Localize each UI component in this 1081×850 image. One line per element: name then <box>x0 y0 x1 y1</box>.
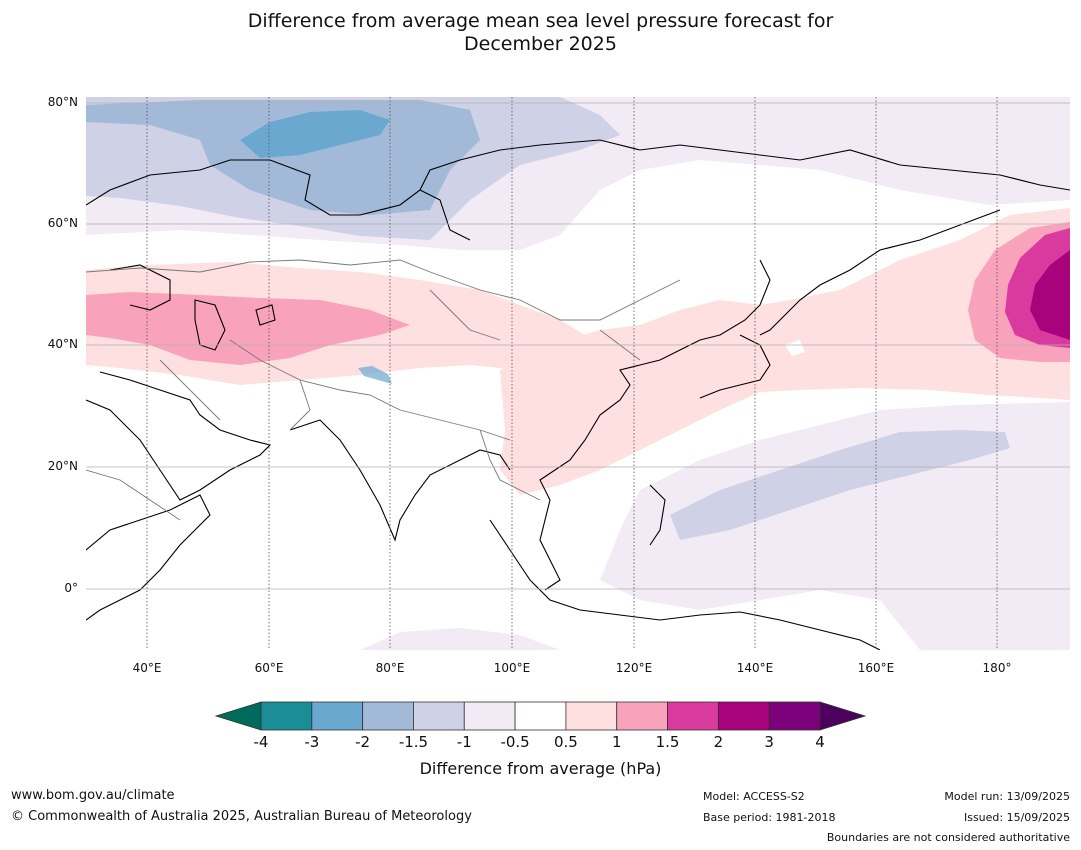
colorbar-segment <box>260 701 313 731</box>
title-line-2: December 2025 <box>464 33 617 55</box>
colorbar-extend-low <box>214 701 262 731</box>
website-link[interactable]: www.bom.gov.au/climate <box>11 788 175 803</box>
latitude-gridlines <box>86 102 1070 590</box>
colorbar-segment <box>565 701 618 731</box>
colorbar-segment <box>514 701 567 731</box>
lat-label-80n: 80°N <box>47 95 78 109</box>
lat-label-0: 0° <box>64 581 78 595</box>
lon-label-60e: 60°E <box>254 661 284 675</box>
colorbar-segment <box>667 701 719 731</box>
colorbar-segment <box>463 701 516 731</box>
base-period: Base period: 1981-2018 <box>703 811 836 824</box>
colorbar-segment <box>362 701 414 731</box>
colorbar-tick-label: -0.5 <box>500 733 530 751</box>
colorbar-segment <box>616 701 668 731</box>
colorbar-tick-label: 2 <box>713 733 724 751</box>
country-borders <box>86 259 681 521</box>
colorbar-segment <box>768 701 821 731</box>
lon-label-120e: 120°E <box>615 661 653 675</box>
lon-label-140e: 140°E <box>736 661 774 675</box>
barents-strong-negative-region <box>240 110 390 158</box>
colorbar-segment <box>717 701 770 731</box>
colorbar-segment <box>413 701 465 731</box>
title-line-1: Difference from average mean sea level p… <box>247 10 834 32</box>
lat-label-60n: 60°N <box>47 216 78 230</box>
issued-date: Issued: 15/09/2025 <box>963 811 1070 824</box>
lon-label-80e: 80°E <box>375 661 405 675</box>
colorbar-tick-label: 0.5 <box>553 733 578 751</box>
himalaya-negative-region <box>358 366 392 384</box>
lat-label-20n: 20°N <box>47 459 78 473</box>
lat-label-40n: 40°N <box>47 337 78 351</box>
colorbar-tick-label: 4 <box>815 733 825 751</box>
colorbar-segment <box>311 701 364 731</box>
longitude-gridlines <box>146 97 998 650</box>
model-run-date: Model run: 13/09/2025 <box>944 790 1070 803</box>
boundaries-note: Boundaries are not considered authoritat… <box>826 831 1070 844</box>
colorbar-extend-high <box>819 701 867 731</box>
map-title: Difference from average mean sea level p… <box>0 10 1081 56</box>
colorbar-tick-label: -1.5 <box>398 733 429 751</box>
north-pacific-peak-positive-region <box>1030 250 1070 340</box>
colorbar-tick-label: -2 <box>355 733 371 751</box>
colorbar-tick-label: -1 <box>456 733 472 751</box>
lon-label-40e: 40°E <box>132 661 162 675</box>
lon-label-180: 180° <box>982 661 1012 675</box>
colorbar-tick-label: 3 <box>764 733 774 751</box>
model-name: Model: ACCESS-S2 <box>703 790 805 803</box>
colorbar-tick-label: -4 <box>253 733 269 751</box>
coastlines <box>86 139 1070 650</box>
japan-patch-positive <box>785 340 805 356</box>
western-pacific-negative-region <box>670 430 1010 540</box>
colorbar-tick-label: -3 <box>304 733 320 751</box>
china-positive-region <box>500 208 1070 495</box>
lon-label-160e: 160°E <box>857 661 895 675</box>
caspian-positive-region <box>86 292 410 365</box>
colorbar-tick-label: 1 <box>611 733 622 751</box>
indian-ocean-negative-region <box>360 628 560 650</box>
colorbar-tick-label: 1.5 <box>655 733 680 751</box>
lon-label-100e: 100°E <box>493 661 531 675</box>
colorbar-label: Difference from average (hPa) <box>419 759 662 778</box>
copyright-text: © Commonwealth of Australia 2025, Austra… <box>11 809 472 824</box>
